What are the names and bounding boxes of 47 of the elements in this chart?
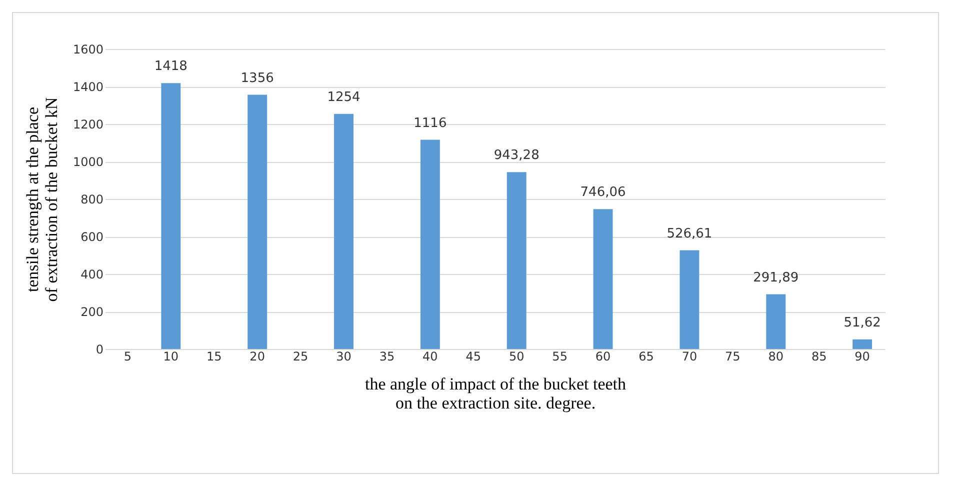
bar [334, 114, 354, 349]
x-tick-label: 25 [292, 350, 308, 364]
y-axis-title: tensile strength at the place of extraction of the bucket kN [22, 97, 61, 302]
x-tick-label: 60 [595, 350, 611, 364]
data-label: 1418 [154, 59, 188, 74]
bar [852, 339, 872, 349]
y-tick-label: 1200 [72, 118, 104, 132]
bar [161, 83, 181, 349]
x-tick-label: 90 [854, 350, 870, 364]
x-tick-label: 40 [422, 350, 438, 364]
y-tick-label: 200 [80, 305, 104, 319]
y-tick-label: 1000 [72, 155, 104, 169]
x-tick-label: 75 [725, 350, 740, 364]
data-label: 526,61 [666, 226, 712, 242]
data-label: 1356 [240, 70, 274, 86]
y-tick-label: 400 [80, 268, 104, 282]
data-label: 51,62 [844, 315, 881, 330]
y-tick-label: 1400 [72, 80, 104, 94]
x-tick-label: 80 [768, 350, 784, 364]
bar [766, 294, 786, 349]
x-tick-label: 35 [379, 350, 395, 364]
data-label: 746,06 [580, 185, 626, 200]
y-tick-label: 800 [80, 192, 104, 206]
data-label: 291,89 [753, 270, 799, 286]
bar [680, 250, 700, 349]
x-tick-label: 70 [682, 350, 698, 364]
bar [506, 172, 526, 349]
y-tick-label: 600 [80, 230, 104, 244]
x-tick-label: 50 [508, 350, 524, 364]
x-tick-label: 20 [250, 350, 265, 364]
x-tick-label: 10 [163, 350, 179, 364]
x-tick-label: 15 [206, 350, 222, 364]
y-tick-label: 1600 [72, 42, 104, 56]
bar [248, 94, 268, 349]
x-axis-title: the angle of impact of the bucket teeth on the extraction site. degree. [364, 374, 627, 412]
y-tick-label: 0 [96, 342, 104, 356]
x-tick-label: 5 [124, 350, 132, 364]
x-tick-label: 55 [552, 350, 568, 364]
bar [420, 140, 440, 349]
data-label: 1254 [327, 90, 360, 105]
x-tick-label: 85 [811, 350, 827, 364]
data-label: 1116 [414, 116, 447, 131]
bar [593, 209, 613, 349]
data-label: 943,28 [494, 148, 540, 164]
x-tick-label: 65 [638, 350, 654, 364]
x-tick-label: 45 [466, 350, 482, 364]
x-tick-label: 30 [336, 350, 352, 364]
